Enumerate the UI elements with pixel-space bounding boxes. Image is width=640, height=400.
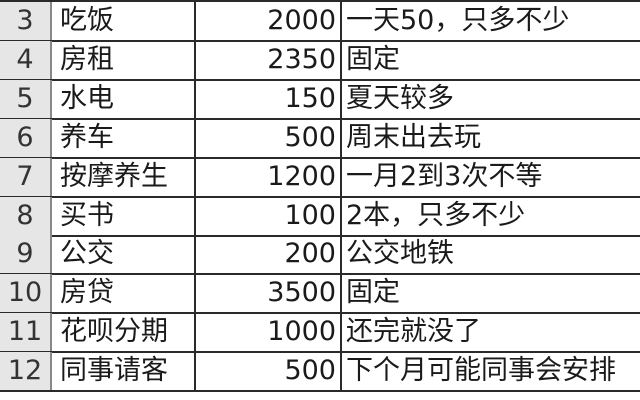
cell-item[interactable]: 同事请客 bbox=[52, 352, 196, 391]
cell-amount[interactable]: 100 bbox=[196, 196, 342, 235]
table-row: 12 同事请客 500 下个月可能同事会安排 bbox=[0, 352, 640, 393]
table-row: 6 养车 500 周末出去玩 bbox=[0, 118, 640, 159]
row-header[interactable]: 12 bbox=[0, 352, 52, 391]
table-row: 4 房租 2350 固定 bbox=[0, 40, 640, 81]
cell-item[interactable]: 买书 bbox=[52, 196, 196, 235]
cell-item[interactable]: 公交 bbox=[52, 235, 196, 274]
cell-amount[interactable]: 2350 bbox=[196, 40, 342, 79]
cell-item[interactable]: 房贷 bbox=[52, 274, 196, 313]
cell-note[interactable]: 夏天较多 bbox=[346, 82, 454, 114]
table-row: 8 买书 100 2本，只多不少 bbox=[0, 196, 640, 237]
cell-note[interactable]: 固定 bbox=[346, 43, 400, 75]
row-header[interactable]: 10 bbox=[0, 274, 52, 313]
cell-note[interactable]: 2本，只多不少 bbox=[346, 199, 526, 231]
table-row: 5 水电 150 夏天较多 bbox=[0, 79, 640, 120]
cell-amount[interactable]: 1000 bbox=[196, 313, 342, 352]
table-row: 11 花呗分期 1000 还完就没了 bbox=[0, 313, 640, 354]
row-header[interactable]: 3 bbox=[0, 2, 52, 40]
cell-item[interactable]: 房租 bbox=[52, 40, 196, 79]
cell-note[interactable]: 公交地铁 bbox=[346, 238, 454, 270]
table-row: 7 按摩养生 1200 一月2到3次不等 bbox=[0, 157, 640, 198]
cell-item[interactable]: 花呗分期 bbox=[52, 313, 196, 352]
table-row: 9 公交 200 公交地铁 bbox=[0, 235, 640, 276]
cell-item[interactable]: 按摩养生 bbox=[52, 157, 196, 196]
cell-amount[interactable]: 200 bbox=[196, 235, 342, 274]
table-row: 3 吃饭 2000 一天50，只多不少 bbox=[0, 2, 640, 42]
row-header[interactable]: 5 bbox=[0, 79, 52, 118]
cell-amount[interactable]: 1200 bbox=[196, 157, 342, 196]
table-row: 10 房贷 3500 固定 bbox=[0, 274, 640, 315]
cell-note[interactable]: 一月2到3次不等 bbox=[346, 160, 543, 192]
row-header[interactable]: 11 bbox=[0, 313, 52, 352]
cell-amount[interactable]: 500 bbox=[196, 118, 342, 157]
cell-note[interactable]: 下个月可能同事会安排 bbox=[346, 355, 616, 387]
cell-amount[interactable]: 3500 bbox=[196, 274, 342, 313]
cell-amount[interactable]: 150 bbox=[196, 79, 342, 118]
cell-item[interactable]: 养车 bbox=[52, 118, 196, 157]
cell-item[interactable]: 水电 bbox=[52, 79, 196, 118]
grid-line bbox=[0, 0, 640, 2]
cell-note[interactable]: 周末出去玩 bbox=[346, 121, 481, 153]
cell-amount[interactable]: 500 bbox=[196, 352, 342, 391]
row-header[interactable]: 7 bbox=[0, 157, 52, 196]
row-header[interactable]: 4 bbox=[0, 40, 52, 79]
cell-amount[interactable]: 2000 bbox=[196, 2, 342, 40]
row-header[interactable]: 9 bbox=[0, 235, 52, 274]
row-header[interactable]: 8 bbox=[0, 196, 52, 235]
row-header[interactable]: 6 bbox=[0, 118, 52, 157]
cell-note[interactable]: 固定 bbox=[346, 277, 400, 309]
cell-note[interactable]: 一天50，只多不少 bbox=[346, 5, 570, 36]
cell-item[interactable]: 吃饭 bbox=[52, 2, 196, 40]
cell-note[interactable]: 还完就没了 bbox=[346, 316, 481, 348]
